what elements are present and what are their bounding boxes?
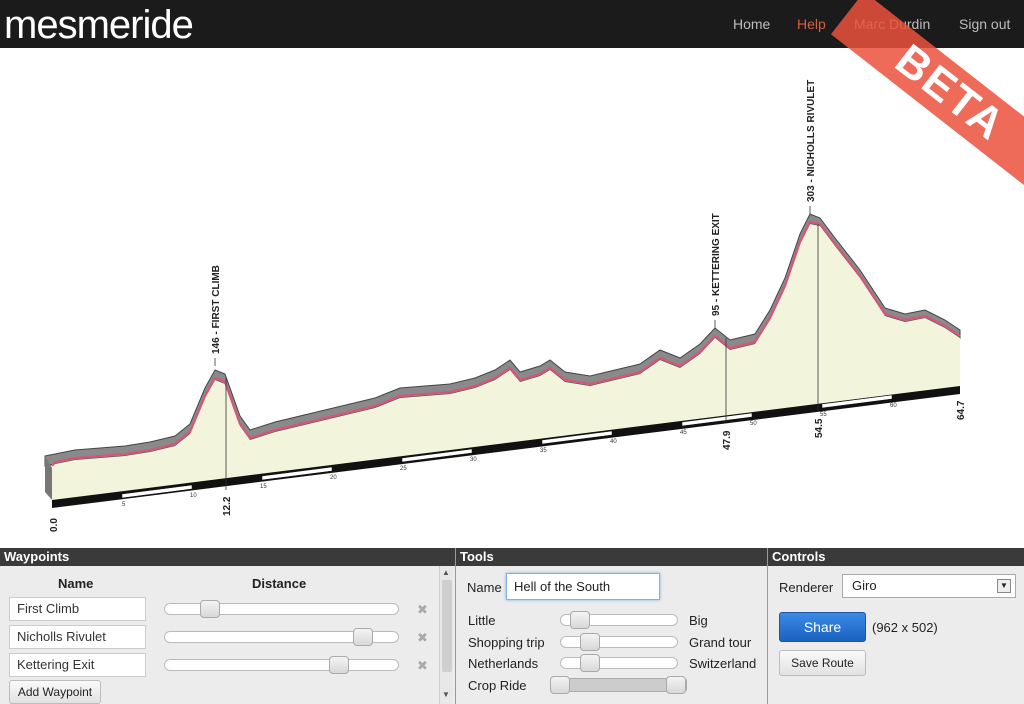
waypoints-scrollbar[interactable]: ▲ ▼ xyxy=(439,566,453,704)
waypoint-name-label: 146 - FIRST CLIMB xyxy=(211,265,222,354)
renderer-label: Renderer xyxy=(779,580,834,595)
length-slider[interactable] xyxy=(560,633,678,651)
nav-home-link[interactable]: Home xyxy=(733,16,771,32)
elevation-profile: 5 10 15 20 25 30 35 40 45 50 55 60 0.0 6… xyxy=(0,48,1024,578)
add-waypoint-button[interactable]: Add Waypoint xyxy=(9,680,101,704)
scale-tick-label: 60 xyxy=(890,403,897,409)
slider-handle[interactable] xyxy=(580,654,600,672)
crop-ride-label: Crop Ride xyxy=(468,678,527,693)
remove-waypoint-icon[interactable]: ✖ xyxy=(417,658,428,673)
scale-slider[interactable] xyxy=(560,611,678,629)
end-distance-label: 64.7 xyxy=(956,400,967,420)
waypoint-name-input[interactable]: Kettering Exit xyxy=(9,653,146,677)
waypoint-distance-label: 47.9 xyxy=(722,430,733,450)
profile-labels: 0.0 64.7 12.2 47.9 54.5 146 - FIRST CLIM… xyxy=(49,80,967,532)
scale-tick-label: 55 xyxy=(820,412,827,418)
scroll-up-icon[interactable]: ▲ xyxy=(442,568,450,577)
renderer-selected-value: Giro xyxy=(852,578,877,593)
crop-start-handle[interactable] xyxy=(550,676,570,694)
profile-route-line xyxy=(51,220,961,467)
crop-end-handle[interactable] xyxy=(666,676,686,694)
scale-tick-label: 50 xyxy=(750,421,757,427)
chevron-down-icon[interactable]: ▼ xyxy=(997,579,1011,593)
waypoints-name-header: Name xyxy=(58,576,94,591)
slider-right-label: Switzerland xyxy=(689,656,757,671)
scale-tick-label: 45 xyxy=(680,430,687,436)
remove-waypoint-icon[interactable]: ✖ xyxy=(417,602,428,617)
slider-right-label: Grand tour xyxy=(689,635,752,650)
renderer-select[interactable]: Giro ▼ xyxy=(842,574,1016,598)
save-route-button[interactable]: Save Route xyxy=(779,650,866,676)
waypoint-distance-slider[interactable] xyxy=(164,656,399,674)
nav-help-link[interactable]: Help xyxy=(797,16,826,32)
waypoint-distance-label: 12.2 xyxy=(222,496,233,516)
waypoints-panel: Waypoints Name Distance First Climb ✖ Ni… xyxy=(0,548,455,704)
crop-range-slider[interactable] xyxy=(550,676,687,694)
slider-handle[interactable] xyxy=(329,656,349,674)
slider-handle[interactable] xyxy=(570,611,590,629)
waypoint-markers xyxy=(214,206,819,490)
elevation-profile-graphic: 5 10 15 20 25 30 35 40 45 50 55 60 0.0 6… xyxy=(44,80,967,532)
scale-tick-label: 30 xyxy=(470,457,477,463)
tools-panel: Tools Name Hell of the South Little Big … xyxy=(455,548,767,704)
scale-tick-label: 5 xyxy=(122,502,126,508)
slider-handle[interactable] xyxy=(353,628,373,646)
scale-tick-label: 20 xyxy=(330,475,337,481)
scale-tick-label: 15 xyxy=(260,484,267,490)
waypoint-name-label: 303 - NICHOLLS RIVULET xyxy=(806,80,817,202)
waypoints-distance-header: Distance xyxy=(252,576,307,591)
scale-tick-label: 40 xyxy=(610,439,617,445)
controls-panel: Controls Renderer Giro ▼ Share (962 x 50… xyxy=(767,548,1024,704)
waypoints-panel-title: Waypoints xyxy=(0,548,455,566)
profile-scale-labels: 5 10 15 20 25 30 35 40 45 50 55 60 xyxy=(122,403,897,508)
profile-start-wall xyxy=(45,456,52,500)
slider-handle[interactable] xyxy=(580,633,600,651)
scale-tick-label: 10 xyxy=(190,493,197,499)
profile-road-segments xyxy=(121,394,893,499)
waypoint-name-input[interactable]: Nicholls Rivulet xyxy=(9,625,146,649)
remove-waypoint-icon[interactable]: ✖ xyxy=(417,630,428,645)
slider-left-label: Little xyxy=(468,613,496,628)
slider-right-label: Big xyxy=(689,613,708,628)
scroll-down-icon[interactable]: ▼ xyxy=(442,690,450,699)
scale-tick-label: 35 xyxy=(540,448,547,454)
share-button[interactable]: Share xyxy=(779,612,866,642)
image-size-text: (962 x 502) xyxy=(872,620,938,635)
scale-tick-label: 25 xyxy=(400,466,407,472)
brand-logo[interactable]: mesmeride xyxy=(4,3,194,47)
waypoint-distance-label: 54.5 xyxy=(814,418,825,438)
controls-panel-title: Controls xyxy=(768,548,1024,566)
slider-left-label: Shopping trip xyxy=(468,635,545,650)
slider-left-label: Netherlands xyxy=(468,656,539,671)
nav-signout-link[interactable]: Sign out xyxy=(959,16,1011,32)
route-name-label: Name xyxy=(467,580,502,595)
waypoint-name-input[interactable]: First Climb xyxy=(9,597,146,621)
route-name-input[interactable]: Hell of the South xyxy=(506,573,660,600)
slider-handle[interactable] xyxy=(200,600,220,618)
waypoint-distance-slider[interactable] xyxy=(164,600,399,618)
start-distance-label: 0.0 xyxy=(49,518,60,532)
scroll-thumb[interactable] xyxy=(442,580,452,672)
tools-panel-title: Tools xyxy=(456,548,767,566)
steepness-slider[interactable] xyxy=(560,654,678,672)
profile-face xyxy=(52,224,960,500)
waypoint-distance-slider[interactable] xyxy=(164,628,399,646)
waypoint-name-label: 95 - KETTERING EXIT xyxy=(711,213,722,316)
brand-text: mesmeride xyxy=(4,3,194,47)
